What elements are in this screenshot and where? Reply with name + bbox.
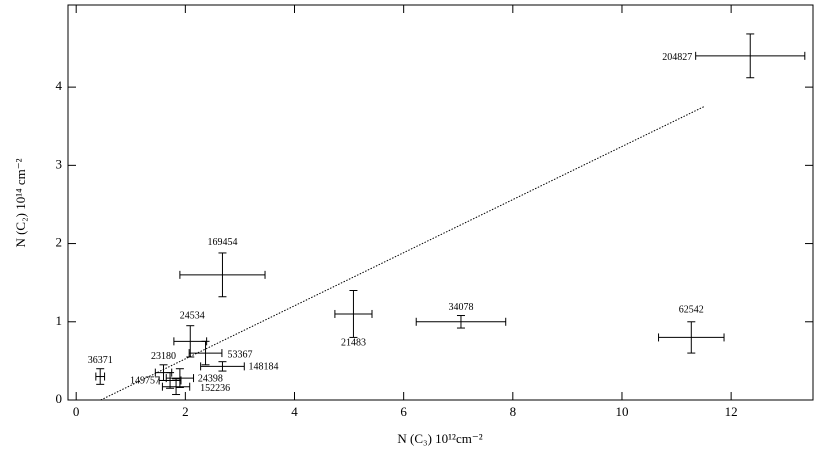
point-label: 149757: [130, 376, 160, 387]
plot-frame: [67, 4, 814, 401]
x-tick-label: 6: [400, 404, 407, 419]
point-label: 148184: [248, 362, 278, 373]
x-tick-label: 8: [510, 404, 517, 419]
point-label: 36371: [88, 355, 113, 366]
y-tick-label: 1: [56, 313, 63, 328]
point-label: 169454: [207, 237, 237, 248]
y-tick-label: 0: [56, 391, 63, 406]
x-tick-label: 0: [73, 404, 80, 419]
y-axis-label: N (C₂) 10¹⁴ cm⁻²: [13, 158, 28, 247]
x-tick-label: 4: [291, 404, 298, 419]
fit-line: [100, 106, 705, 401]
point-label: 204827: [662, 52, 692, 63]
point-label: 23180: [151, 351, 176, 362]
point-label: 21483: [341, 337, 366, 348]
point-label: 152236: [200, 383, 230, 394]
point-label: 24398: [198, 373, 223, 384]
x-tick-label: 10: [615, 404, 628, 419]
point-label: 53367: [228, 349, 253, 360]
y-tick-label: 3: [56, 156, 63, 171]
x-axis-label: N (C₃) 10¹²cm⁻²: [397, 431, 482, 446]
y-tick-label: 2: [56, 235, 63, 250]
point-label: 62542: [679, 305, 704, 316]
x-tick-label: 2: [182, 404, 189, 419]
y-tick-label: 4: [56, 78, 63, 93]
point-label: 24534: [180, 311, 205, 322]
x-tick-label: 12: [725, 404, 738, 419]
point-label: 34078: [448, 302, 473, 313]
